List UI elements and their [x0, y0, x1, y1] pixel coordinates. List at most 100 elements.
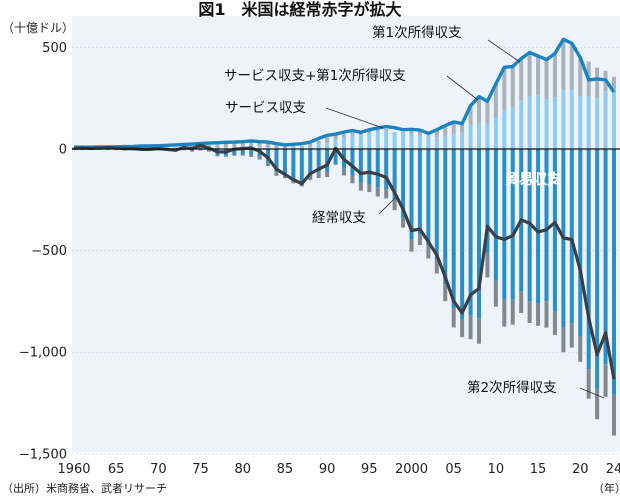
x-tick-label: 24 — [606, 462, 620, 477]
bar-segment-primary — [325, 137, 330, 143]
bar-segment-secondary — [561, 327, 566, 353]
bar-segment-primary — [299, 146, 304, 148]
bar-segment-secondary — [342, 168, 346, 176]
bar-segment-services — [367, 133, 372, 149]
label-secondary-income: 第2次所得収支 — [467, 379, 557, 396]
bar-segment-trade — [426, 149, 431, 246]
line-services-plus-primary — [74, 37, 616, 149]
bar-segment-secondary — [485, 252, 490, 278]
bar-segment-secondary — [612, 394, 616, 436]
bar-segment-secondary — [426, 245, 431, 259]
bar-segment-secondary — [578, 336, 583, 362]
bar-segment-primary — [485, 101, 490, 124]
leader-secondary-income — [579, 387, 605, 399]
bar-segment-primary — [308, 143, 313, 147]
bar-segment-primary — [223, 143, 228, 148]
bar-segment-primary — [493, 83, 498, 118]
bar-segment-secondary — [223, 155, 228, 157]
bar-segment-services — [527, 96, 532, 149]
bar-segment-services — [325, 142, 330, 149]
bar-segment-secondary — [308, 174, 313, 180]
bar-segment-trade — [291, 149, 296, 179]
bar-segment-trade — [612, 149, 616, 395]
bar-segment-primary — [401, 131, 406, 133]
bar-segment-primary — [451, 121, 456, 134]
label-trade-balance: 貿易収支 — [505, 171, 562, 188]
label-services: サービス収支 — [225, 100, 306, 116]
bar-segment-primary — [612, 76, 616, 90]
bar-segment-primary — [232, 142, 237, 148]
bar-segment-trade — [603, 149, 608, 365]
bar-segment-trade — [460, 149, 465, 320]
bar-segment-services — [358, 135, 363, 149]
bar-segment-services — [451, 133, 456, 149]
bar-segment-services — [477, 123, 481, 149]
bar-segment-secondary — [181, 149, 186, 151]
bar-segment-services — [308, 146, 313, 149]
bar-segment-services — [316, 143, 321, 149]
y-tick-label: 0 — [59, 143, 67, 158]
bar-segment-services — [586, 96, 591, 149]
bar-segment-secondary — [114, 149, 119, 151]
bar-segment-secondary — [493, 280, 498, 307]
bar-segment-trade — [384, 149, 389, 190]
bar-segment-primary — [384, 128, 389, 131]
bar-segment-services — [443, 136, 448, 149]
bar-segment-primary — [544, 59, 549, 100]
bar-segment-trade — [240, 149, 245, 155]
bar-segment-trade — [266, 149, 271, 163]
bar-segment-trade — [417, 149, 422, 235]
bar-segment-trade — [232, 149, 237, 155]
bar-segment-secondary — [316, 172, 321, 179]
bar-segment-primary — [215, 144, 220, 148]
bar-segment-services — [552, 97, 557, 149]
bar-segment-trade — [392, 149, 397, 200]
bar-segment-services — [485, 123, 490, 149]
bar-segment-trade — [198, 147, 203, 149]
bar-segment-secondary — [240, 154, 245, 156]
bar-segment-services — [401, 132, 406, 149]
bar-segment-secondary — [190, 149, 195, 152]
bar-segment-services — [299, 147, 304, 149]
bar-segment-secondary — [595, 388, 600, 420]
bar-segment-trade — [249, 149, 254, 155]
bar-segment-trade — [468, 149, 473, 316]
bar-segment-trade — [282, 149, 287, 174]
bar-segment-primary — [519, 58, 524, 101]
x-axis-ticks: 1960 65 70 75 80 85 90 95 2000 05 10 15 20 24 — [57, 462, 620, 477]
bar-segment-secondary — [519, 291, 524, 313]
bar-segment-secondary — [375, 187, 380, 197]
bar-segment-services — [375, 131, 380, 149]
bar-segment-trade — [451, 149, 456, 309]
bar-segment-services — [536, 95, 541, 149]
chart-title: 図1 米国は経常赤字が拡大 — [198, 0, 401, 19]
bar-segment-trade — [358, 149, 363, 183]
bar-segment-secondary — [603, 364, 608, 397]
bar-segment-services — [502, 109, 507, 149]
label-current-account: 経常収支 — [312, 210, 366, 226]
bar-segment-services — [434, 137, 439, 149]
x-tick-label: 2000 — [395, 462, 428, 477]
bar-segment-primary — [257, 142, 262, 147]
bar-segment-secondary — [569, 323, 574, 348]
bar-segment-secondary — [544, 301, 549, 328]
bar-segment-services — [493, 117, 498, 149]
bar-segment-primary — [375, 127, 380, 132]
bar-segment-primary — [350, 132, 355, 137]
bar-segment-trade — [274, 149, 279, 172]
bar-segment-trade — [350, 149, 355, 176]
bar-segment-services — [544, 99, 549, 149]
bar-segment-secondary — [586, 369, 591, 399]
bar-segment-trade — [544, 149, 549, 302]
bar-segment-secondary — [367, 184, 372, 193]
bar-segment-trade — [308, 149, 313, 175]
leader-services-plus-primary — [446, 75, 479, 101]
bar-segment-primary — [569, 43, 574, 91]
bar-segment-secondary — [510, 299, 515, 325]
bar-segment-primary — [468, 105, 473, 125]
bar-segment-secondary — [249, 154, 254, 157]
x-tick-label: 10 — [488, 462, 505, 477]
bar-segment-primary — [527, 52, 532, 97]
bar-segment-primary — [578, 57, 583, 97]
bar-segment-services — [266, 147, 271, 149]
